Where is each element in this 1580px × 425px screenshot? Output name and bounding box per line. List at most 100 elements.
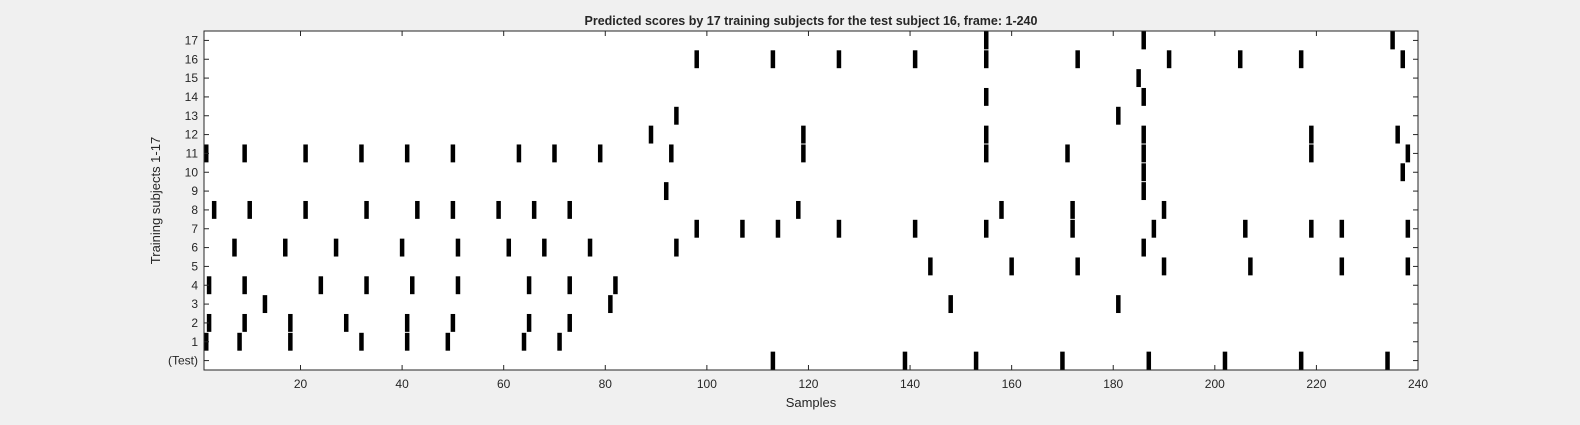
event-mark — [232, 238, 237, 257]
event-mark — [1298, 351, 1304, 370]
x-tick-label: 20 — [294, 377, 308, 391]
event-mark — [303, 144, 308, 163]
event-mark — [1222, 351, 1228, 370]
event-mark — [450, 313, 456, 332]
y-tick-label: 10 — [185, 165, 199, 179]
event-mark — [450, 144, 456, 163]
event-mark — [1141, 125, 1146, 144]
event-mark — [1075, 257, 1080, 276]
event-mark — [567, 276, 572, 295]
event-mark — [1405, 257, 1411, 276]
event-mark — [674, 106, 679, 125]
x-tick-label: 80 — [599, 377, 613, 391]
event-mark — [1065, 144, 1070, 163]
event-mark — [521, 332, 527, 351]
event-mark — [333, 238, 339, 257]
event-mark — [455, 276, 461, 295]
event-mark — [1116, 295, 1121, 314]
x-tick-label: 40 — [395, 377, 409, 391]
event-mark — [912, 219, 918, 238]
event-mark — [242, 144, 247, 163]
plot-frame — [203, 30, 1419, 371]
x-axis: 20 40 60 80 100 120 140 160 180 200 220 240 — [294, 31, 1428, 391]
y-tick-label: 11 — [186, 146, 199, 160]
y-tick-label: 15 — [185, 71, 199, 85]
y-tick-label: 6 — [191, 241, 198, 255]
x-tick-label: 200 — [1205, 377, 1225, 391]
event-mark — [206, 313, 212, 332]
event-mark — [364, 200, 369, 219]
y-tick-label: 13 — [185, 109, 199, 123]
event-mark — [1141, 144, 1146, 163]
x-tick-label: 60 — [497, 377, 511, 391]
event-mark — [1309, 144, 1314, 163]
event-mark — [455, 238, 461, 257]
event-mark — [262, 295, 268, 314]
event-mark — [1141, 87, 1146, 106]
event-mark — [404, 144, 410, 163]
event-mark — [1166, 50, 1172, 69]
y-tick-label: 8 — [191, 203, 198, 217]
event-mark — [983, 219, 989, 238]
event-mark — [801, 125, 806, 144]
y-tick-label: 2 — [191, 316, 198, 330]
event-mark — [770, 50, 776, 69]
event-mark — [796, 200, 801, 219]
event-mark — [1248, 257, 1253, 276]
event-mark — [1161, 200, 1167, 219]
y-tick-label: (Test) — [168, 354, 198, 368]
event-mark — [1136, 69, 1141, 88]
event-mark — [359, 144, 364, 163]
y-tick-label: 7 — [191, 222, 198, 236]
event-mark — [552, 144, 557, 163]
event-mark — [496, 200, 501, 219]
y-tick-label: 3 — [191, 297, 198, 311]
event-mark — [694, 219, 699, 238]
event-mark — [1243, 219, 1248, 238]
event-mark — [1116, 106, 1121, 125]
event-mark — [247, 200, 252, 219]
event-mark — [983, 87, 989, 106]
event-mark — [770, 351, 776, 370]
y-tick-label: 1 — [191, 335, 198, 349]
event-mark — [242, 313, 247, 332]
event-mark — [1070, 219, 1075, 238]
event-mark — [557, 332, 562, 351]
event-mark — [359, 332, 364, 351]
event-mark — [1385, 351, 1390, 370]
event-mark — [1141, 163, 1146, 182]
event-mark — [567, 200, 572, 219]
event-mark — [1405, 219, 1411, 238]
event-mark — [1075, 50, 1080, 69]
y-tick-label: 12 — [185, 128, 199, 142]
marks-layer — [204, 31, 1411, 370]
event-mark — [801, 144, 806, 163]
event-mark — [983, 144, 989, 163]
event-mark — [1395, 125, 1400, 144]
event-mark — [1390, 31, 1395, 50]
event-mark — [567, 313, 572, 332]
event-mark — [928, 257, 933, 276]
event-mark — [775, 219, 781, 238]
event-mark — [694, 50, 699, 69]
event-mark — [1060, 351, 1065, 370]
event-mark — [912, 50, 918, 69]
event-mark — [1405, 144, 1411, 163]
event-mark — [1161, 257, 1167, 276]
event-mark — [648, 125, 654, 144]
event-mark — [1298, 50, 1304, 69]
event-mark — [1400, 50, 1406, 69]
event-mark — [836, 219, 842, 238]
event-mark — [1237, 50, 1243, 69]
event-mark — [613, 276, 618, 295]
event-mark — [663, 182, 669, 201]
x-tick-label: 140 — [900, 377, 920, 391]
x-tick-label: 220 — [1306, 377, 1326, 391]
event-mark — [206, 276, 212, 295]
event-mark — [288, 313, 293, 332]
event-mark — [608, 295, 613, 314]
event-mark — [836, 50, 842, 69]
